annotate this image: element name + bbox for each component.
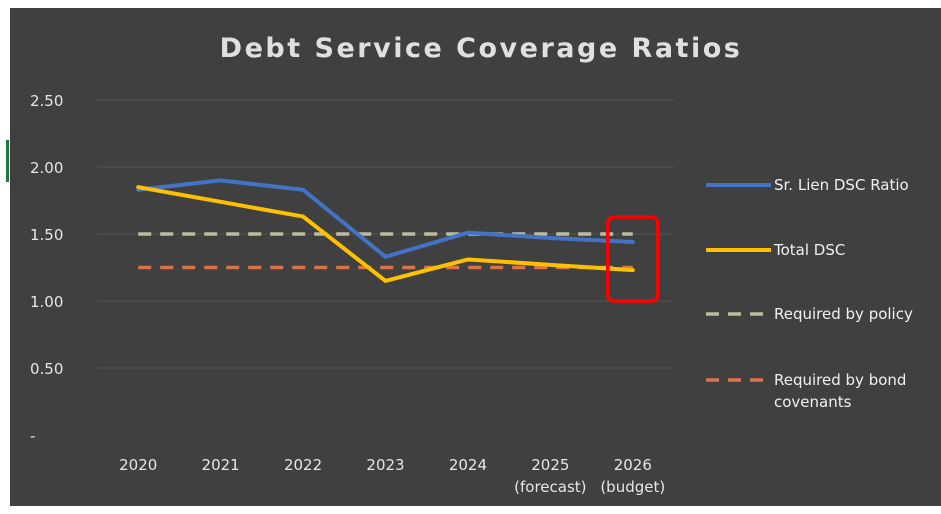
- y-tick-label: 1.50: [30, 226, 63, 244]
- series-lines: [136, 178, 635, 283]
- legend-label: Total DSC: [773, 241, 845, 259]
- x-tick-label: 2021: [202, 456, 240, 474]
- legend-label: covenants: [774, 393, 852, 411]
- legend-label: Required by policy: [774, 305, 913, 323]
- x-tick-label: 2022: [284, 456, 322, 474]
- chart-title: Debt Service Coverage Ratios: [220, 33, 743, 64]
- y-tick-label: 2.50: [30, 92, 63, 110]
- y-axis: - 0.50 1.00 1.50 2.00 2.50: [30, 92, 63, 445]
- x-tick-label: 2025: [531, 456, 569, 474]
- highlight-layer: [606, 215, 660, 303]
- x-tick-label: 2024: [449, 456, 487, 474]
- y-tick-label: 0.50: [30, 360, 63, 378]
- series-line-1: [136, 185, 635, 283]
- chart-panel: [10, 8, 941, 506]
- highlight-box: [606, 215, 660, 303]
- x-tick-sublabel: (forecast): [514, 478, 586, 496]
- y-tick-label: -: [30, 427, 35, 445]
- legend-label: Required by bond: [774, 371, 906, 389]
- legend: Sr. Lien DSC Ratio Total DSC Required by p…: [706, 176, 913, 411]
- selection-edge-marker: [6, 140, 9, 182]
- legend-label: Sr. Lien DSC Ratio: [774, 176, 909, 194]
- x-tick-sublabel: (budget): [600, 478, 665, 496]
- y-tick-label: 2.00: [30, 159, 63, 177]
- series-line-0: [136, 178, 635, 259]
- x-tick-label: 2023: [366, 456, 404, 474]
- y-tick-label: 1.00: [30, 293, 63, 311]
- x-tick-label: 2026: [614, 456, 652, 474]
- x-axis: 2020 2021 2022 2023 2024 2025 (forecast) 2026 (b…: [119, 456, 665, 496]
- x-tick-label: 2020: [119, 456, 157, 474]
